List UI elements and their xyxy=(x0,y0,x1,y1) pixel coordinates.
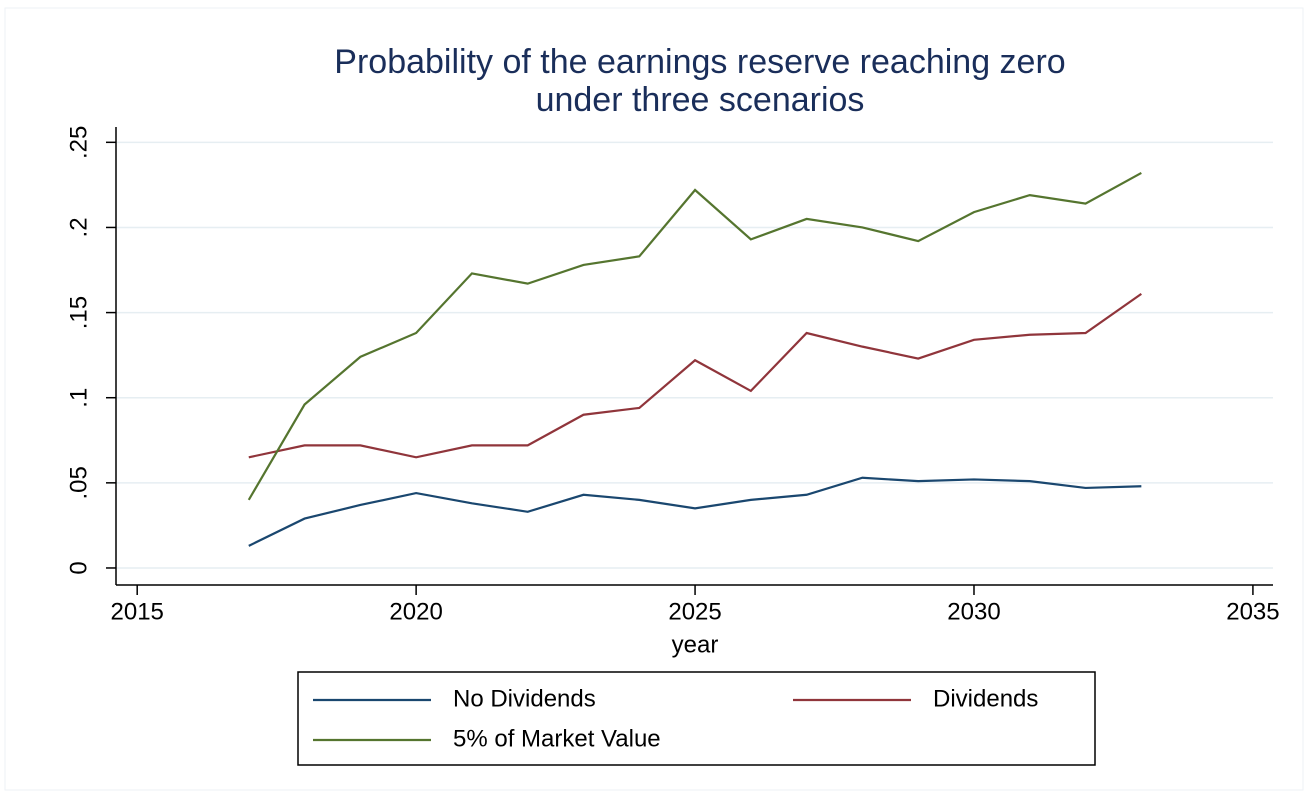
chart-frame xyxy=(4,7,1304,791)
legend-label: No Dividends xyxy=(453,685,596,712)
chart-title: Probability of the earnings reserve reac… xyxy=(334,43,1065,81)
y-tick-label: .1 xyxy=(65,388,92,408)
y-tick-label: 0 xyxy=(65,561,92,574)
x-tick-label: 2020 xyxy=(389,598,442,625)
legend xyxy=(297,671,1096,766)
y-tick-label: .25 xyxy=(65,126,92,159)
chart-title: under three scenarios xyxy=(536,81,865,119)
x-tick-label: 2025 xyxy=(668,598,721,625)
y-tick-label: .05 xyxy=(65,466,92,499)
legend-label: 5% of Market Value xyxy=(453,725,661,752)
line-series xyxy=(248,476,1142,547)
x-axis-label: year xyxy=(672,631,719,658)
line-series xyxy=(247,172,1142,501)
y-tick-label: .2 xyxy=(65,217,92,237)
line-series xyxy=(248,292,1142,459)
x-tick-label: 2015 xyxy=(111,598,164,625)
x-tick-label: 2030 xyxy=(947,598,1000,625)
legend-label: Dividends xyxy=(933,685,1038,712)
x-tick-label: 2035 xyxy=(1226,598,1279,625)
y-tick-label: .15 xyxy=(65,296,92,329)
